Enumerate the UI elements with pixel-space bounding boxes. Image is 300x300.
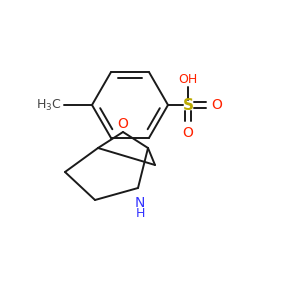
Text: S: S: [182, 98, 194, 112]
Text: O: O: [211, 98, 222, 112]
Text: H: H: [135, 207, 145, 220]
Text: O: O: [183, 126, 194, 140]
Text: O: O: [118, 117, 128, 131]
Text: OH: OH: [178, 73, 198, 86]
Text: H$_3$C: H$_3$C: [36, 98, 62, 112]
Text: N: N: [135, 196, 145, 210]
